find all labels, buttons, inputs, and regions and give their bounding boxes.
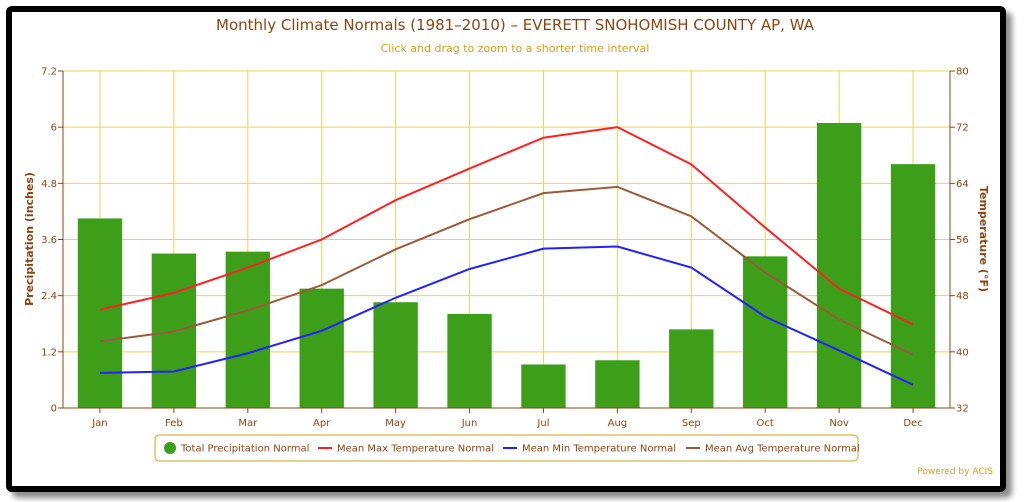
precip-bar-aug — [595, 360, 640, 408]
x-tick-label: Nov — [829, 418, 849, 429]
temperature-lines — [99, 126, 914, 386]
chart-title: Monthly Climate Normals (1981–2010) – EV… — [216, 16, 815, 34]
precip-bar-apr — [299, 288, 344, 408]
x-tick-label: Jan — [91, 418, 107, 429]
left-tick-label: 1.2 — [41, 347, 57, 358]
x-tick-label: Apr — [313, 418, 331, 429]
credit-text: Powered by ACIS — [917, 467, 993, 477]
left-tick-label: 3.6 — [41, 235, 57, 246]
precip-bar-jul — [521, 364, 566, 408]
mean-avg-temperature-normal-line — [99, 185, 914, 356]
left-tick-label: 0 — [51, 404, 57, 415]
left-tick-label: 4.8 — [41, 179, 57, 190]
legend[interactable]: Total Precipitation Normal Mean Max Tempe… — [154, 434, 860, 462]
x-tick-label: Oct — [757, 418, 774, 429]
left-tick-label: 2.4 — [41, 291, 57, 302]
right-tick-label: 48 — [956, 291, 969, 302]
x-tick-label: Feb — [165, 418, 183, 429]
right-tick-label: 72 — [956, 123, 969, 134]
mean-max-temperature-normal-line — [99, 126, 914, 326]
x-tick-label: Jul — [536, 418, 549, 429]
right-tick-label: 64 — [956, 179, 969, 190]
precip-bar-oct — [743, 256, 788, 408]
right-tick-label: 80 — [956, 67, 969, 78]
right-tick-label: 32 — [956, 404, 969, 415]
precip-bar-nov — [816, 122, 862, 409]
right-tick-label: 56 — [956, 235, 969, 246]
x-tick-label: Sep — [682, 418, 701, 429]
legend-label: Mean Avg Temperature Normal — [705, 444, 860, 455]
left-axis-title: Precipitation (inches) — [23, 172, 36, 306]
precip-bar-sep — [669, 329, 714, 408]
precip-bar-may — [373, 302, 418, 408]
x-tick-label: Aug — [608, 418, 628, 429]
precipitation-bars — [77, 122, 936, 409]
x-tick-label: Dec — [903, 418, 922, 429]
legend-label: Total Precipitation Normal — [180, 444, 309, 455]
right-tick-label: 40 — [956, 347, 969, 358]
precip-bar-jun — [447, 313, 492, 408]
left-tick-label: 6 — [51, 123, 57, 134]
right-axis-title: Temperature (°F) — [977, 186, 990, 292]
legend-label: Mean Min Temperature Normal — [522, 444, 676, 455]
precip-bar-dec — [890, 164, 936, 408]
x-tick-label: Jun — [461, 418, 478, 429]
chart-subtitle: Click and drag to zoom to a shorter time… — [381, 42, 650, 55]
x-tick-label: Mar — [238, 418, 258, 429]
precip-bar-jan — [77, 218, 123, 408]
x-tick-label: May — [385, 418, 406, 429]
precip-bar-mar — [225, 251, 270, 408]
legend-swatch-precipitation — [164, 442, 176, 454]
left-tick-label: 7.2 — [41, 67, 57, 78]
legend-label: Mean Max Temperature Normal — [337, 444, 494, 455]
axes: 0 1.2 2.4 3.6 4.8 6 7.2 32 40 48 56 64 72 80 Jan Feb Mar… — [41, 67, 969, 430]
mean-min-temperature-normal-line — [99, 245, 914, 386]
